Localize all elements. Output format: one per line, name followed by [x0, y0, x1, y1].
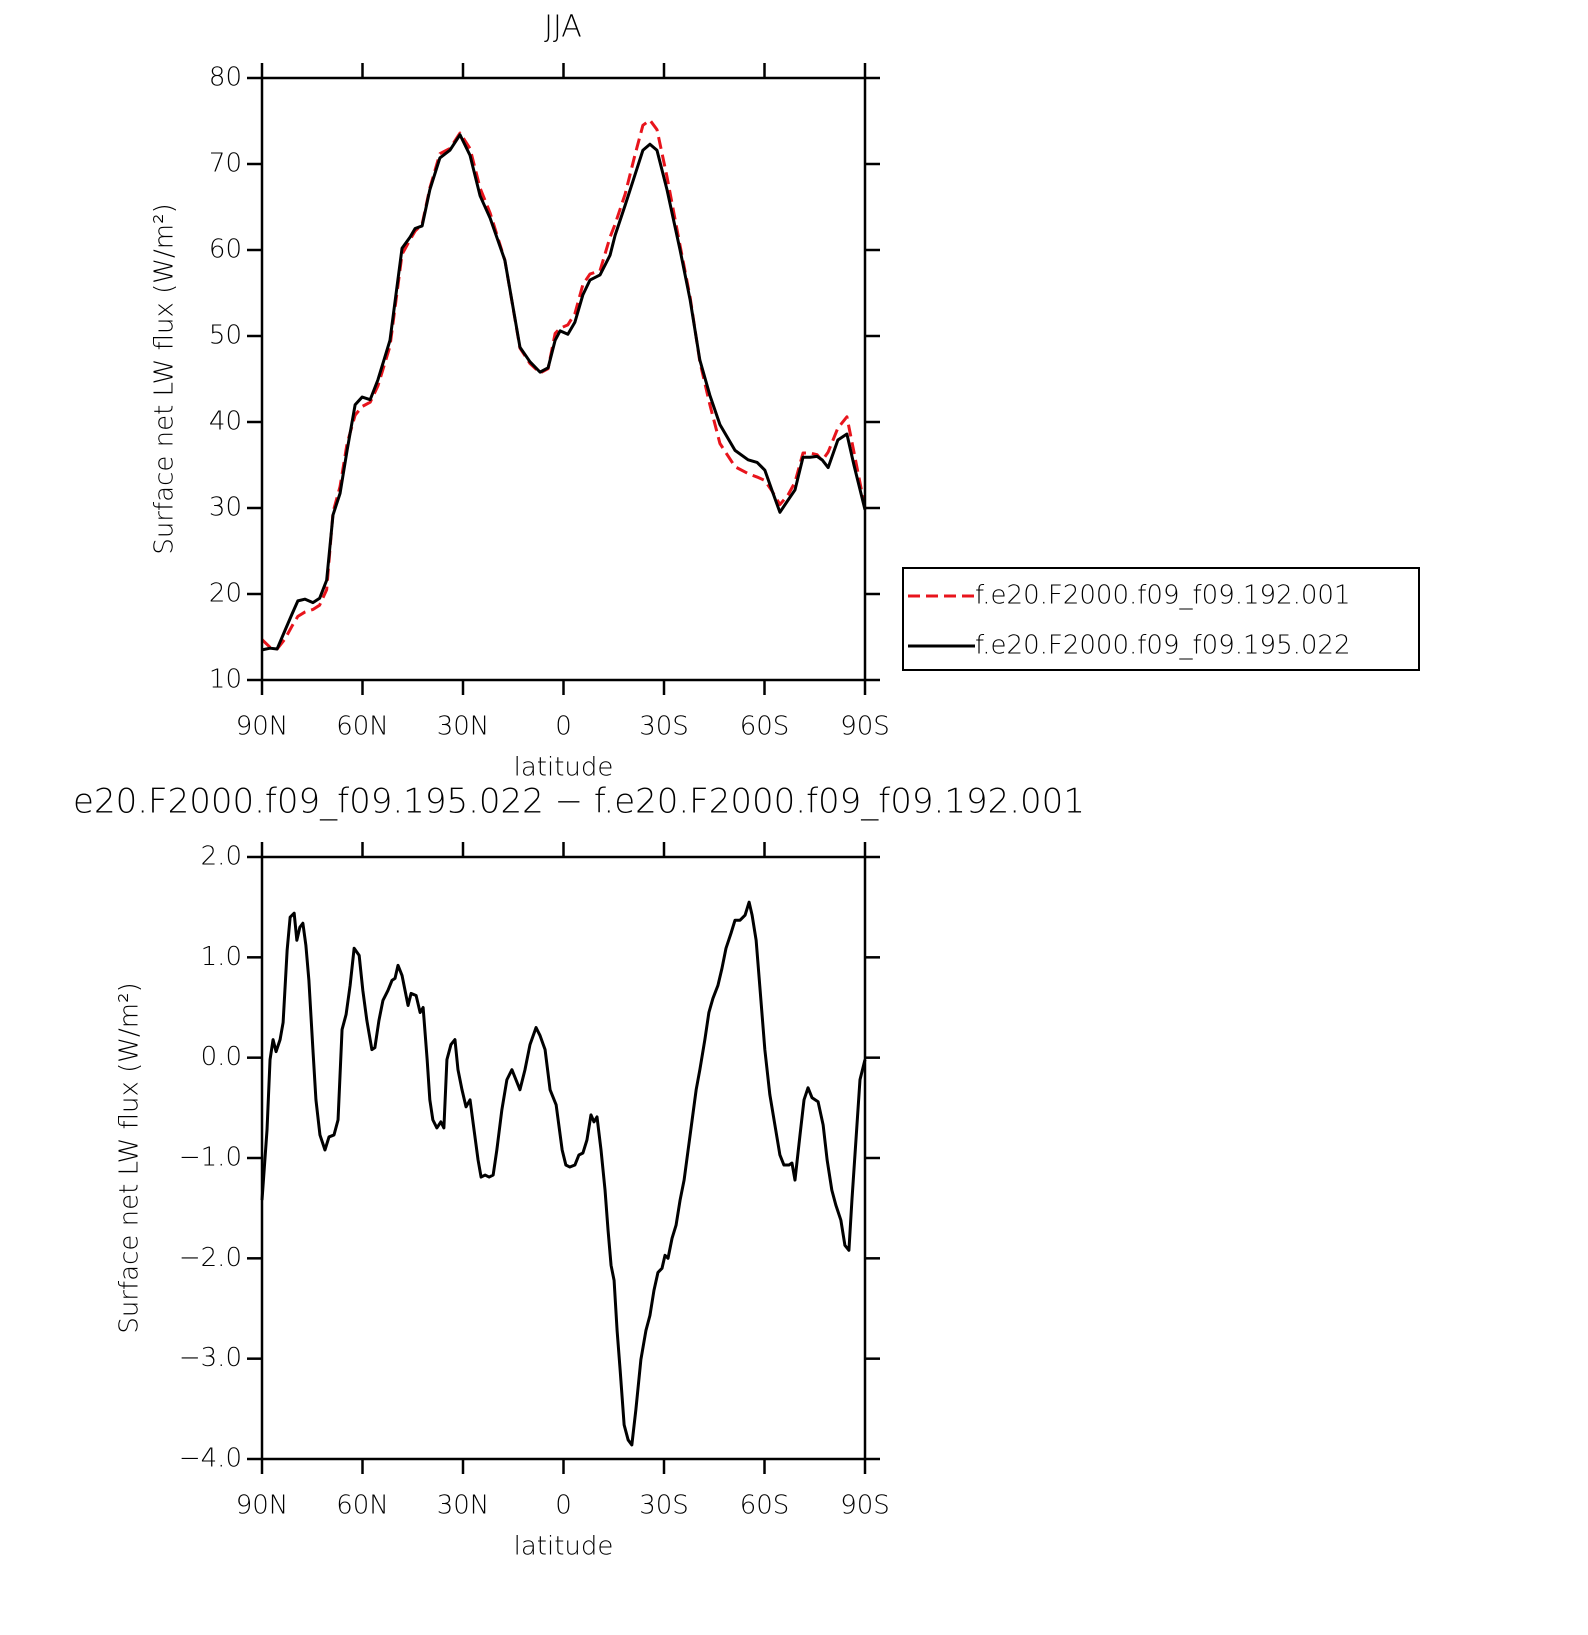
- x-tick-label: 60N: [336, 712, 389, 742]
- y-tick-label: 2.0: [201, 842, 242, 872]
- y-tick-label: 60: [209, 235, 242, 265]
- y-tick-label: 10: [209, 665, 242, 695]
- legend-label: f.e20.F2000.f09_f09.195.022: [975, 631, 1351, 661]
- y-tick-label: 20: [209, 579, 242, 609]
- plot-frame: [260, 76, 867, 682]
- x-tick-label: 90S: [840, 712, 890, 742]
- data-line: [260, 900, 867, 1447]
- legend-box: [902, 567, 1420, 671]
- y-tick-label: −3.0: [179, 1343, 242, 1373]
- y-tick-label: 50: [209, 321, 242, 351]
- y-tick-label: 0.0: [201, 1042, 242, 1072]
- data-line: [261, 133, 867, 652]
- x-tick-label: 30S: [639, 1491, 689, 1521]
- y-tick-label: 70: [209, 149, 242, 179]
- y-tick-label: 80: [209, 63, 242, 93]
- x-axis-label: latitude: [514, 753, 614, 783]
- x-tick-label: 90N: [236, 712, 289, 742]
- x-tick-label: 30N: [437, 1491, 490, 1521]
- x-tick-label: 0: [555, 1491, 572, 1521]
- x-tick-label: 90S: [840, 1491, 890, 1521]
- chart-title: JJA: [544, 10, 582, 45]
- plot-frame: [260, 855, 867, 1461]
- legend-label: f.e20.F2000.f09_f09.192.001: [975, 581, 1351, 611]
- chart-title: e20.F2000.f09_f09.195.022 − f.e20.F2000.…: [73, 782, 1085, 822]
- x-tick-label: 90N: [236, 1491, 289, 1521]
- x-axis-label: latitude: [514, 1532, 614, 1562]
- y-axis-label: Surface net LW flux (W/m²): [115, 982, 145, 1333]
- x-tick-label: 60S: [740, 1491, 790, 1521]
- y-tick-label: 40: [209, 407, 242, 437]
- y-tick-label: −4.0: [179, 1444, 242, 1474]
- x-tick-label: 30N: [437, 712, 490, 742]
- y-tick-label: 30: [209, 493, 242, 523]
- x-tick-label: 60S: [740, 712, 790, 742]
- y-tick-label: −2.0: [179, 1243, 242, 1273]
- y-tick-label: −1.0: [179, 1143, 242, 1173]
- y-tick-label: 1.0: [201, 942, 242, 972]
- y-axis-label: Surface net LW flux (W/m²): [150, 203, 180, 554]
- x-tick-label: 30S: [639, 712, 689, 742]
- x-tick-label: 60N: [336, 1491, 389, 1521]
- x-tick-label: 0: [555, 712, 572, 742]
